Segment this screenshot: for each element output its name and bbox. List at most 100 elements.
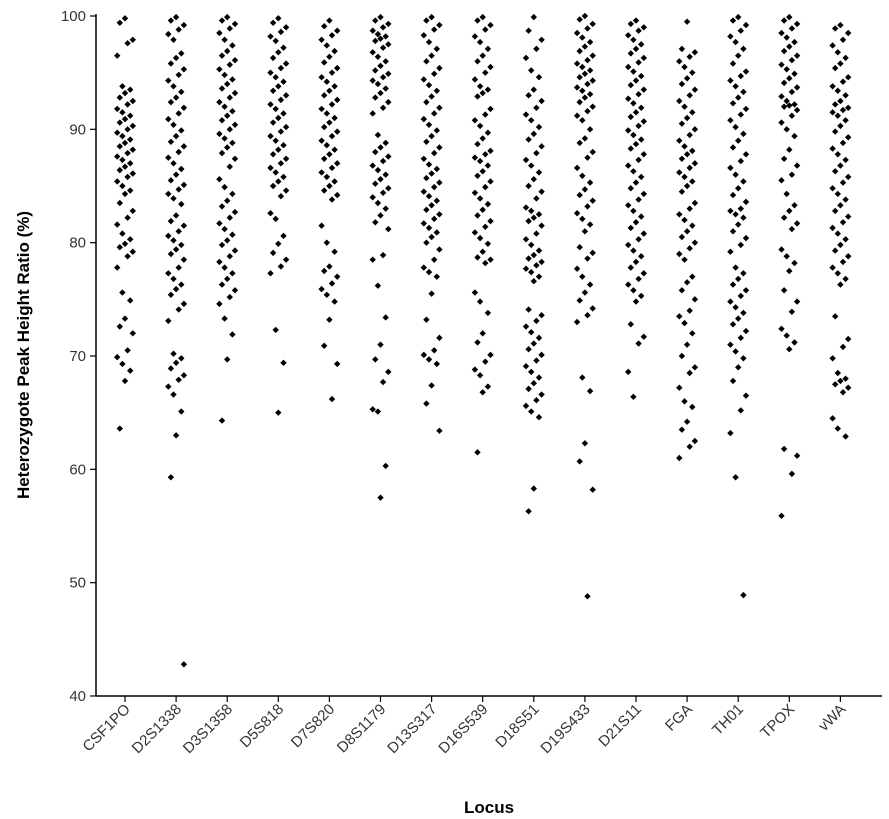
data-point	[331, 47, 338, 55]
data-point	[837, 97, 844, 105]
data-point	[334, 360, 341, 368]
data-point	[740, 309, 747, 317]
data-point	[640, 86, 647, 93]
data-point	[522, 323, 530, 330]
data-point	[420, 220, 427, 227]
data-point	[732, 38, 739, 46]
data-point	[218, 52, 226, 59]
data-point	[323, 110, 330, 117]
data-point	[740, 178, 747, 185]
data-point	[229, 139, 236, 147]
data-point	[178, 281, 185, 288]
data-point	[832, 207, 839, 215]
data-point	[224, 112, 231, 119]
data-point	[372, 180, 379, 187]
data-point	[423, 239, 430, 246]
data-point	[632, 17, 640, 24]
data-point	[433, 87, 440, 94]
data-point	[226, 25, 233, 32]
data-point	[691, 199, 699, 207]
data-point	[676, 384, 683, 391]
data-point	[474, 339, 481, 346]
data-point	[379, 157, 387, 165]
data-point	[579, 215, 586, 223]
data-point	[740, 130, 747, 138]
data-point	[678, 287, 686, 294]
data-point	[691, 49, 699, 56]
data-point	[172, 285, 180, 293]
data-point	[686, 245, 693, 252]
data-point	[829, 109, 836, 116]
data-point	[479, 206, 486, 213]
data-point	[630, 287, 637, 294]
data-point	[269, 119, 277, 126]
data-point	[476, 195, 484, 202]
data-point	[267, 69, 274, 76]
data-point	[114, 264, 121, 271]
data-point	[275, 49, 282, 56]
data-point	[425, 224, 433, 232]
data-point	[420, 155, 427, 162]
data-point	[121, 139, 129, 147]
data-point	[683, 418, 691, 425]
data-point	[433, 127, 440, 134]
data-point	[114, 178, 121, 185]
data-point	[321, 123, 328, 131]
data-point	[793, 106, 801, 114]
data-point	[832, 25, 839, 32]
data-point	[625, 32, 632, 39]
data-point	[379, 44, 387, 51]
data-point	[625, 368, 632, 376]
data-point	[530, 278, 537, 285]
data-point	[172, 246, 180, 253]
data-point	[321, 187, 328, 194]
data-point	[842, 236, 849, 243]
data-point	[788, 225, 796, 233]
data-point	[318, 169, 325, 176]
data-point	[231, 287, 239, 294]
data-point	[323, 142, 330, 149]
data-point	[433, 165, 440, 173]
data-point	[691, 296, 699, 303]
data-point	[218, 85, 226, 92]
data-point	[839, 219, 847, 226]
data-point	[216, 300, 223, 308]
data-point	[471, 154, 479, 161]
data-point	[535, 247, 543, 254]
data-point	[522, 204, 530, 211]
data-point	[735, 315, 742, 322]
data-point	[829, 83, 836, 90]
data-point	[129, 207, 136, 215]
data-point	[535, 273, 543, 280]
data-point	[321, 267, 328, 275]
data-point	[581, 135, 589, 142]
data-point	[538, 258, 545, 266]
data-point	[379, 378, 387, 386]
y-tick-label: 50	[69, 575, 86, 592]
data-point	[229, 42, 236, 49]
data-point	[328, 164, 336, 172]
data-point	[678, 120, 686, 127]
data-point	[282, 24, 290, 31]
data-point	[216, 220, 223, 227]
data-point	[778, 177, 785, 184]
data-point	[732, 304, 739, 311]
data-point	[282, 92, 290, 99]
data-point	[226, 163, 233, 170]
data-point	[129, 248, 136, 255]
data-point	[522, 236, 530, 243]
data-point	[379, 104, 387, 111]
data-point	[576, 74, 583, 81]
data-point	[167, 217, 175, 225]
data-point	[221, 183, 228, 191]
data-point	[740, 45, 747, 53]
data-point	[839, 258, 847, 266]
data-point	[686, 92, 693, 99]
data-point	[382, 462, 389, 470]
data-point	[433, 229, 440, 236]
data-point	[530, 130, 537, 138]
data-point	[431, 110, 438, 117]
data-point	[783, 190, 790, 198]
data-point	[377, 341, 384, 348]
data-point	[267, 164, 274, 172]
